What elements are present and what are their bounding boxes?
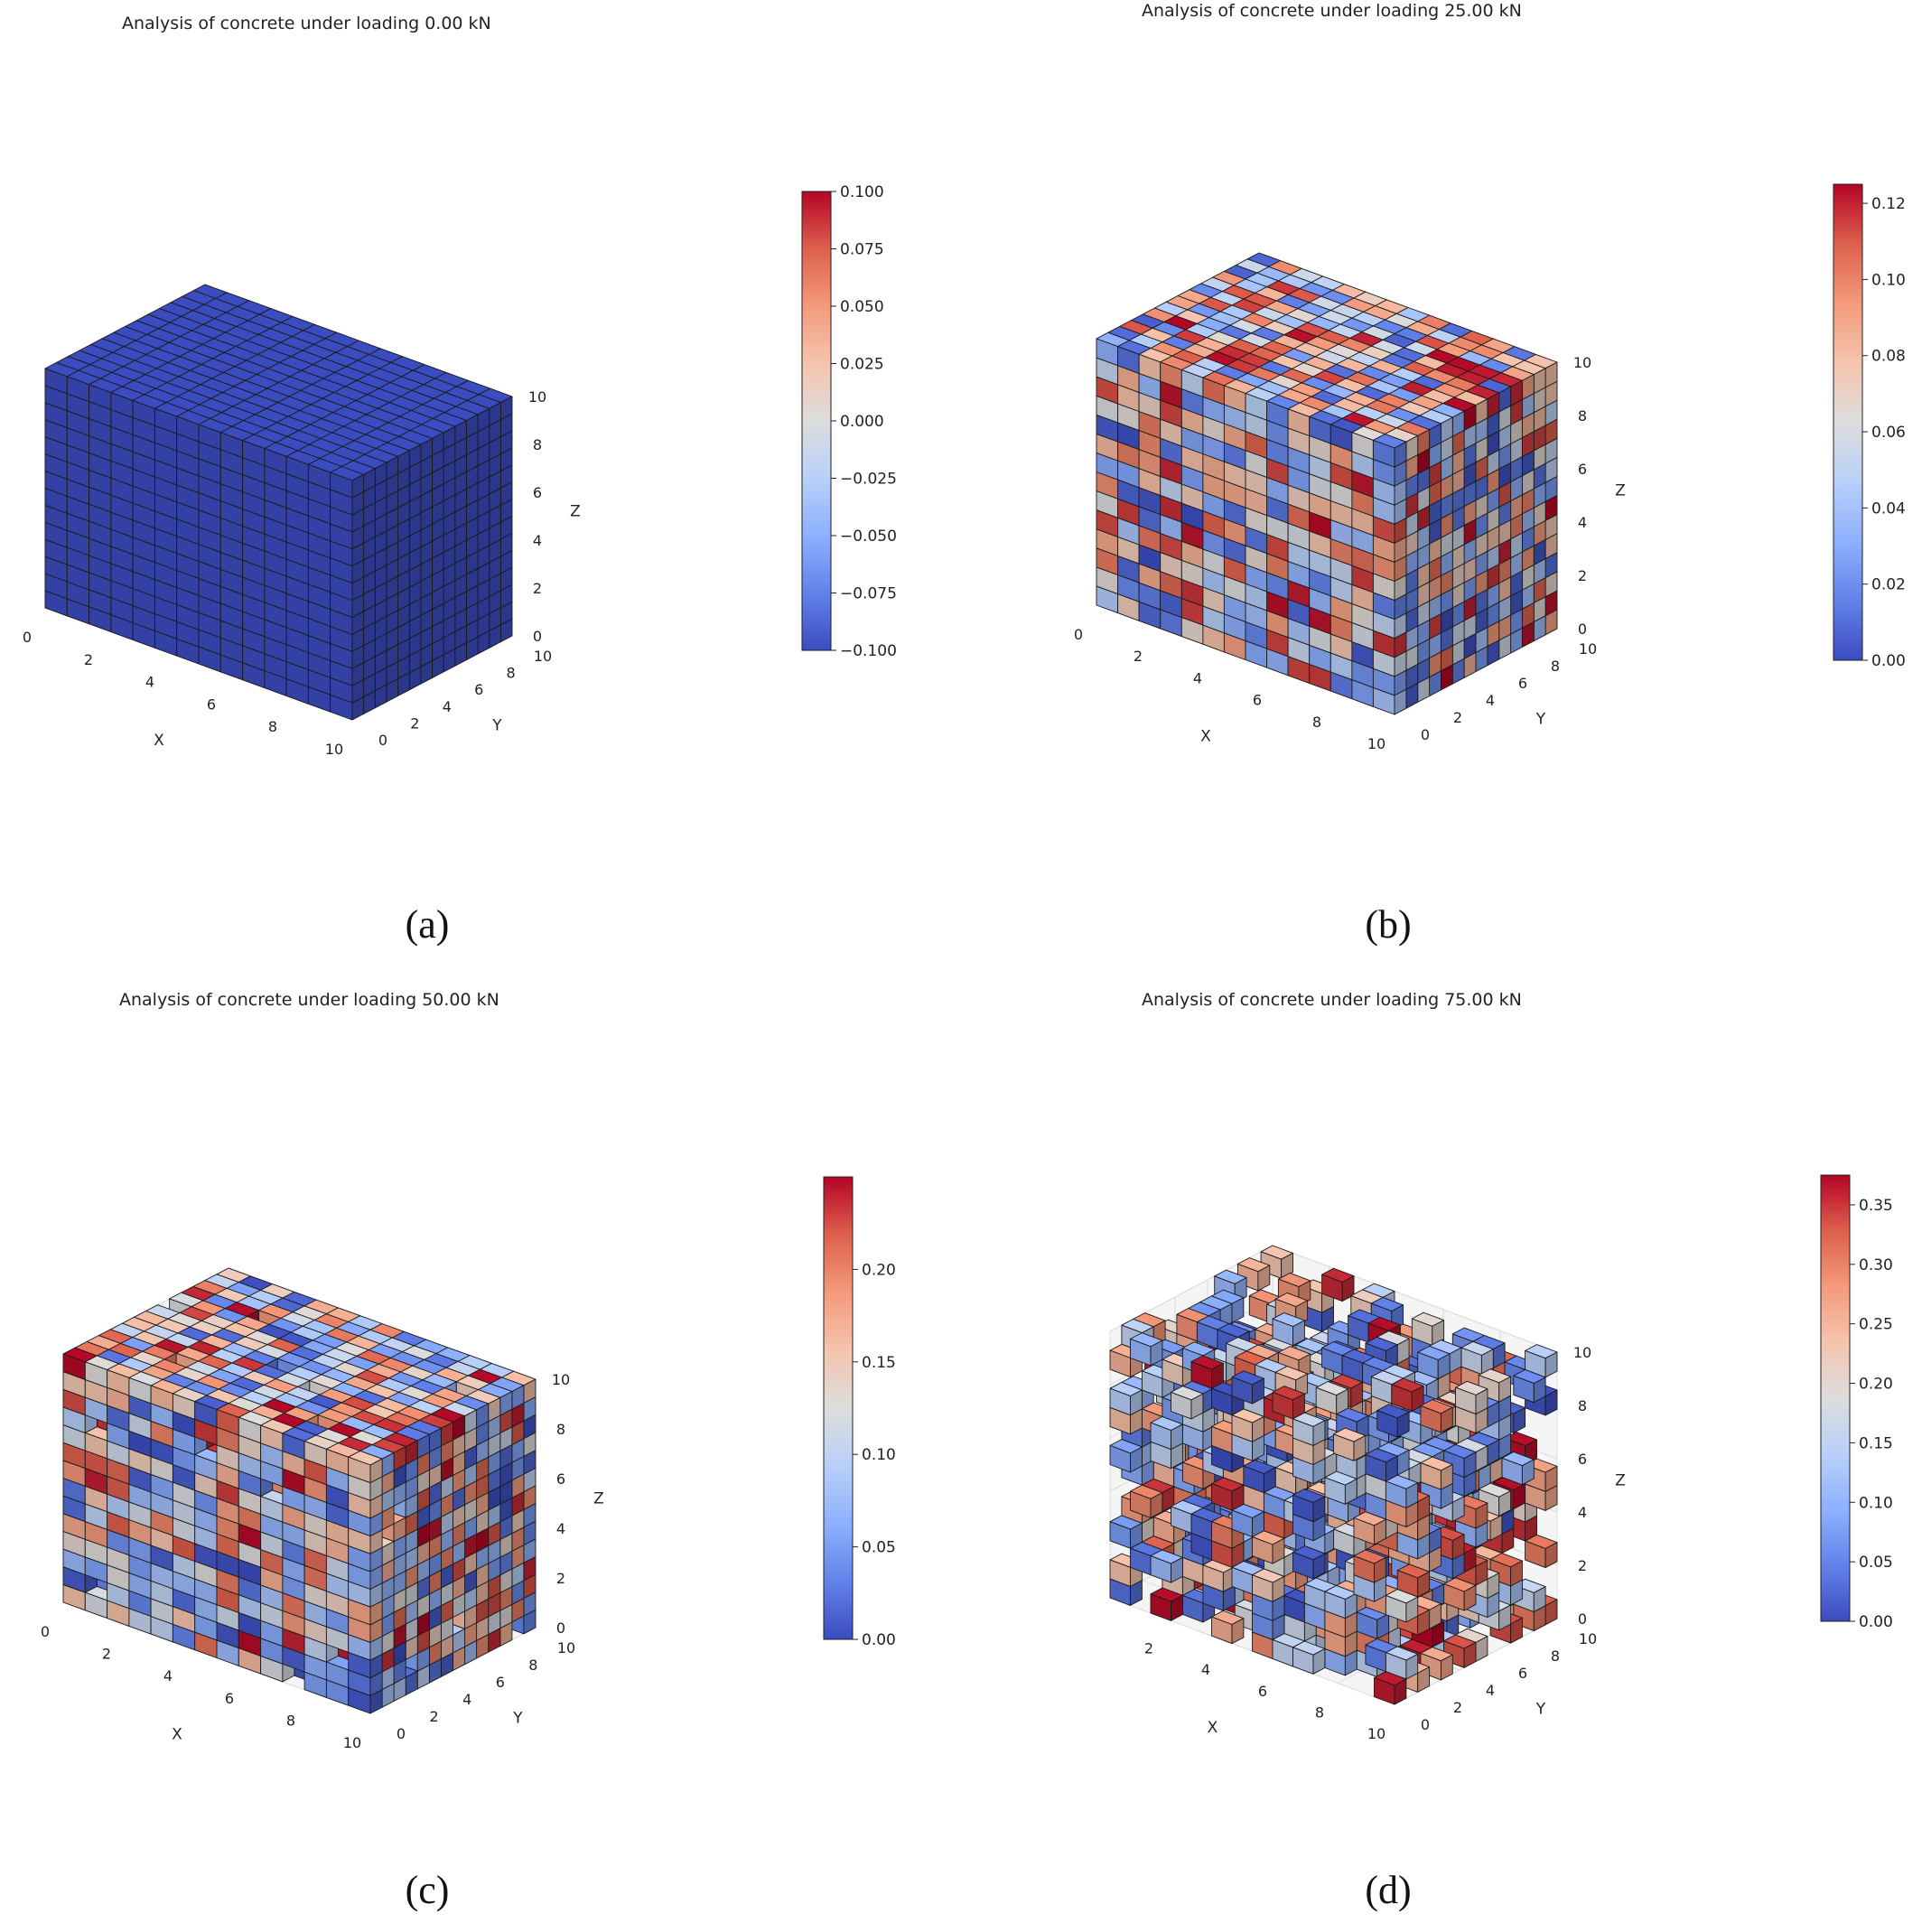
y-tick-label: 0: [378, 732, 387, 749]
voxel: [341, 460, 376, 492]
x-tick-label: 8: [268, 718, 277, 735]
chart-title: Analysis of concrete under loading 25.00…: [1142, 1, 1522, 21]
axes: 0 2 4 6 8 10 0 2 4 6 8 10 0 2 4 6 8 10 X Y Z: [23, 388, 581, 758]
voxel: [1477, 378, 1512, 413]
z-tick-label: 6: [533, 484, 542, 501]
x-tick-label: 0: [23, 629, 32, 646]
panel-a: Analysis of concrete under loading 0.00 …: [0, 0, 961, 966]
voxel: [132, 394, 167, 426]
voxel: [433, 412, 467, 444]
voxel-chart-b: Analysis of concrete under loading 25.00…: [1074, 1, 1906, 947]
colorbar-tick-label: 0.025: [840, 356, 884, 374]
colorbar-tick-label: −0.075: [840, 585, 897, 603]
chart-title: Analysis of concrete under loading 0.00 …: [122, 14, 491, 33]
y-tick-label: 2: [410, 714, 419, 732]
z-tick-label: 10: [528, 388, 546, 406]
voxel: [1465, 384, 1500, 419]
y-tick-label: 10: [534, 648, 552, 665]
z-tick-label: 8: [533, 436, 542, 453]
y-tick-label: 4: [443, 698, 452, 715]
voxel: [89, 378, 123, 410]
z-tick-label: 0: [533, 628, 542, 645]
colorbar-tick-label: −0.025: [840, 471, 897, 489]
colorbar-tick-label: 0.075: [840, 241, 884, 259]
colorbar-tick-label: −0.100: [840, 642, 897, 660]
voxel: [352, 453, 387, 487]
colorbar-tick-label: 0.050: [840, 298, 884, 316]
y-tick-label: 6: [474, 681, 483, 698]
panel-caption: (a): [406, 902, 450, 947]
colorbar-tick-label: 0.000: [840, 413, 884, 431]
voxel: [330, 694, 365, 721]
voxel: [66, 369, 101, 403]
voxel: [398, 430, 433, 462]
voxel: [387, 435, 422, 469]
z-axis-label: Z: [570, 503, 581, 521]
voxel: [409, 424, 444, 456]
colorbar-gradient: [801, 191, 832, 651]
voxel: [1524, 353, 1558, 388]
x-tick-label: 2: [84, 651, 93, 668]
voxel: [1500, 366, 1535, 400]
colorbar: 0.100 0.075 0.050 0.025 0.000 −0.025 −0.050 −0.…: [801, 183, 897, 660]
voxel: [1488, 372, 1523, 406]
voxel: [330, 466, 365, 499]
voxel: [264, 442, 299, 474]
x-tick-label: 10: [325, 741, 343, 758]
x-tick-label: 4: [145, 674, 154, 691]
colorbar-tick-label: 0.100: [840, 183, 884, 201]
y-axis-label: Y: [491, 717, 502, 735]
z-tick-label: 4: [533, 532, 542, 549]
voxel: [364, 448, 399, 481]
voxel: [1442, 397, 1477, 431]
colorbar-tick-label: −0.050: [840, 527, 897, 546]
voxel: [176, 410, 211, 443]
voxel-group: [44, 284, 513, 721]
x-tick-label: 6: [207, 695, 216, 713]
voxel: [110, 386, 145, 418]
voxel-group: [1096, 252, 1558, 715]
voxel-chart-a: Analysis of concrete under loading 0.00 …: [23, 14, 897, 947]
voxel: [44, 361, 79, 395]
voxel: [219, 425, 255, 459]
x-axis-label: X: [154, 732, 164, 750]
panel-b: Analysis of concrete under loading 25.00…: [961, 0, 1922, 966]
y-tick-label: 8: [507, 665, 516, 682]
z-tick-label: 2: [533, 580, 542, 597]
